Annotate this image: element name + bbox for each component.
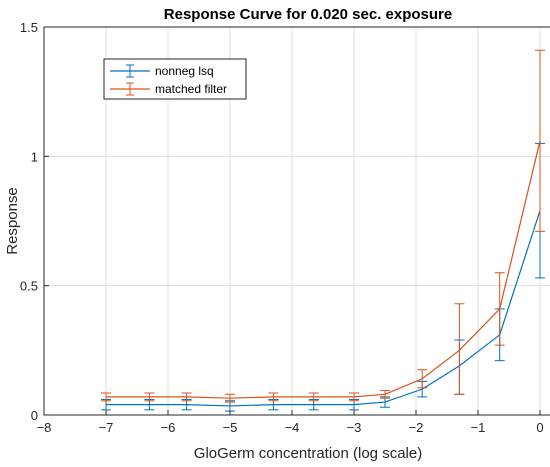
chart-title: Response Curve for 0.020 sec. exposure [164,6,452,23]
x-tick-label: 0 [536,420,543,435]
x-tick-label: −2 [409,420,424,435]
x-tick-label: −6 [161,420,176,435]
error-bar [144,392,155,402]
error-bar [454,303,465,395]
series-1 [101,49,545,403]
series-layer [101,49,545,412]
ticks: −8 −7 −6 −5 −4 −3 −2 −1 0 0 0.5 1 1.5 [20,20,544,435]
legend-entry: nonneg lsq [110,64,214,78]
error-bar [181,392,192,402]
series-line [106,140,541,399]
legend: nonneg lsq matched filter [103,58,247,100]
plot-area-border [43,26,550,416]
legend-label: matched filter [155,82,227,96]
error-bar [417,369,428,389]
error-bar [225,393,235,403]
y-tick-label: 0.5 [20,279,38,294]
x-tick-label: −8 [37,420,52,435]
legend-entry: matched filter [110,82,227,96]
error-bar [101,392,111,402]
x-tick-label: −5 [223,420,238,435]
x-tick-label: −4 [285,420,300,435]
error-bar [349,392,359,402]
x-tick-label: −1 [471,420,486,435]
legend-label: nonneg lsq [155,64,214,78]
error-bar [380,389,390,399]
x-tick-label: −7 [99,420,114,435]
error-bar [494,272,505,346]
error-bar [268,392,279,402]
x-tick-label: −3 [347,420,362,435]
y-tick-label: 0 [31,408,38,423]
y-tick-label: 1.5 [20,20,38,35]
error-bar [308,392,319,402]
legend-box [103,58,247,100]
y-tick-label: 1 [31,149,38,164]
error-bar [535,49,545,232]
x-axis-label: GloGerm concentration (log scale) [194,445,422,462]
y-axis-label: Response [4,187,21,255]
series-line [106,210,541,407]
